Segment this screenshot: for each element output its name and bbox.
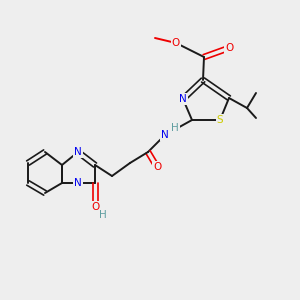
Text: H: H bbox=[99, 210, 107, 220]
Text: N: N bbox=[179, 94, 187, 104]
Text: N: N bbox=[74, 178, 82, 188]
Text: N: N bbox=[161, 130, 169, 140]
Text: H: H bbox=[171, 123, 179, 133]
Text: O: O bbox=[225, 43, 233, 53]
Text: O: O bbox=[91, 202, 99, 212]
Text: S: S bbox=[217, 115, 223, 125]
Text: O: O bbox=[153, 162, 161, 172]
Text: O: O bbox=[172, 38, 180, 48]
Text: N: N bbox=[74, 147, 82, 157]
